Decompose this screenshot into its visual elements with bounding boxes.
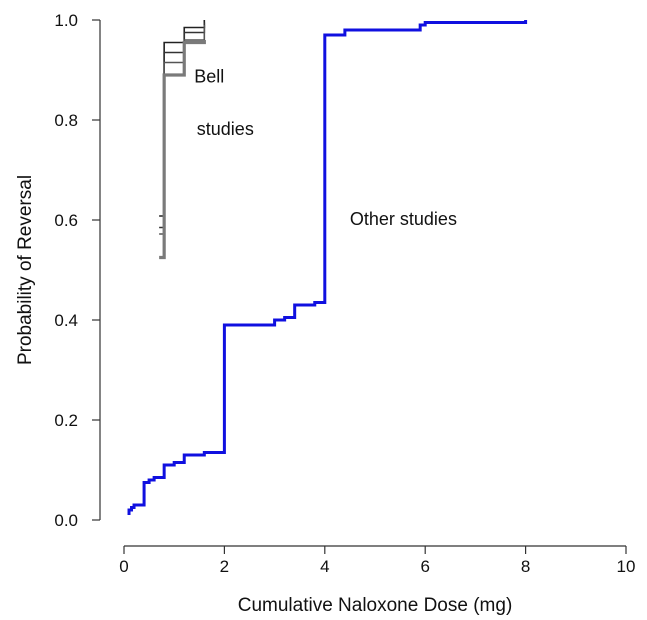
- y-tick-label: 0.0: [54, 511, 78, 530]
- y-tick-label: 0.8: [54, 111, 78, 130]
- x-tick-label: 8: [521, 557, 530, 576]
- y-tick-label: 0.2: [54, 411, 78, 430]
- ticks: 0.0 0.2 0.4 0.6 0.8 1.0 0 2 4 6 8 10: [54, 11, 635, 576]
- annotation-label: Other studies: [350, 209, 457, 229]
- x-tick-label: 0: [119, 557, 128, 576]
- annotations: Bell studies Other studies: [194, 67, 457, 230]
- x-tick-label: 4: [320, 557, 329, 576]
- y-tick-label: 1.0: [54, 11, 78, 30]
- x-tick-label: 2: [220, 557, 229, 576]
- series-line-bell-study-1: [159, 20, 206, 217]
- axes: [99, 20, 626, 547]
- annotation-label: studies: [197, 119, 254, 139]
- x-tick-label: 6: [420, 557, 429, 576]
- y-axis-title: Probability of Reversal: [15, 175, 36, 365]
- series-line-bell-study-4: [159, 40, 206, 260]
- series-line-other-studies: [127, 20, 528, 515]
- x-tick-label: 10: [617, 557, 636, 576]
- annotation-label: Bell: [194, 67, 224, 87]
- y-tick-label: 0.6: [54, 211, 78, 230]
- y-tick-label: 0.4: [54, 311, 78, 330]
- series-layer: [127, 20, 528, 515]
- x-axis-title: Cumulative Naloxone Dose (mg): [238, 595, 513, 616]
